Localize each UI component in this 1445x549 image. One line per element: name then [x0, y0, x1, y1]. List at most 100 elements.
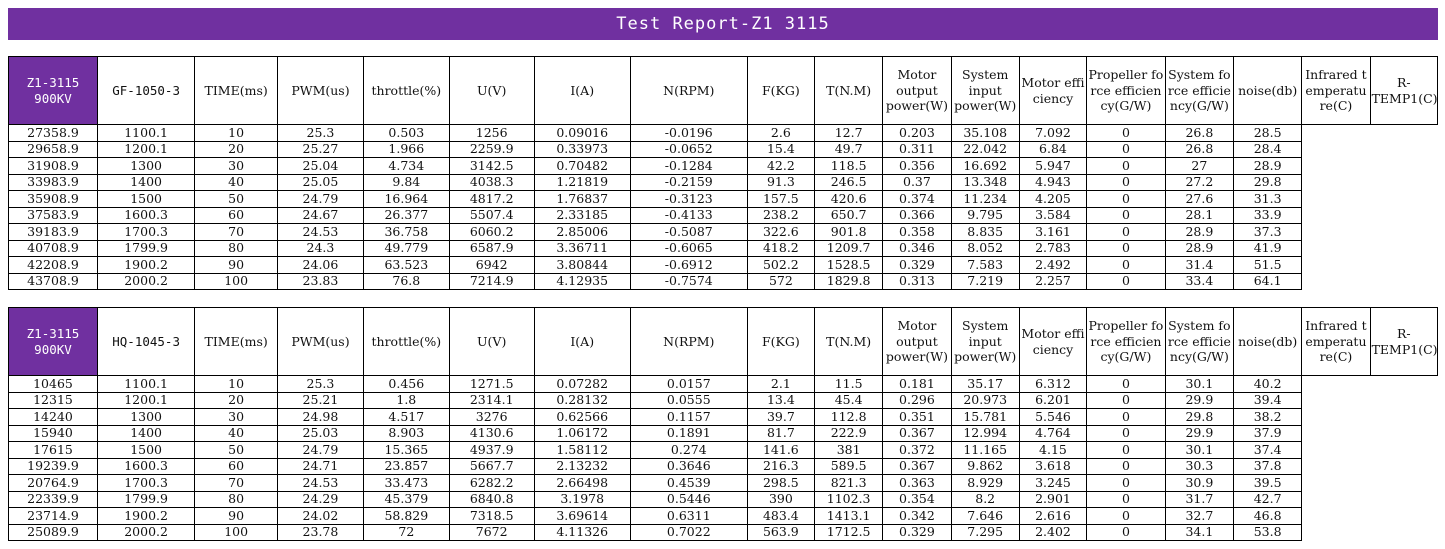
- table-cell: 0: [1086, 206, 1166, 224]
- table-cell: 0.62566: [533, 408, 631, 426]
- table-cell: 1500: [96, 190, 196, 208]
- table-cell: 90: [194, 507, 279, 525]
- table-cell: 118.5: [813, 157, 884, 175]
- table-cell: 4.205: [1018, 190, 1088, 208]
- table-cell: 2000.2: [96, 272, 196, 290]
- table-cell: 0.28132: [533, 391, 631, 409]
- table-cell: 24.06: [277, 256, 364, 274]
- table-cell: 0.372: [882, 441, 952, 459]
- table-cell: 14240: [8, 408, 98, 426]
- table-cell: 38.2: [1233, 408, 1303, 426]
- column-header: T(N.M): [813, 307, 884, 376]
- table-cell: 0.346: [882, 239, 952, 257]
- column-header: T(N.M): [813, 56, 884, 125]
- table-cell: 7214.9: [448, 272, 535, 290]
- table-cell: 31.4: [1164, 256, 1235, 274]
- table-cell: 53.8: [1233, 523, 1303, 541]
- table-row: 25089.9 2000.2 100 23.78 72 7672 4.11326 0.7022…: [8, 523, 1438, 541]
- table-cell: 24.29: [277, 490, 364, 508]
- table-cell: 24.98: [277, 408, 364, 426]
- table-cell: 39183.9: [8, 223, 98, 241]
- table-cell: 0.7022: [629, 523, 748, 541]
- table-cell: 7318.5: [448, 507, 535, 525]
- table-cell: 3.584: [1018, 206, 1088, 224]
- table-cell: 20.973: [950, 391, 1020, 409]
- table-cell: 238.2: [746, 206, 816, 224]
- table-cell: 1.06172: [533, 424, 631, 442]
- table-cell: 20764.9: [8, 474, 98, 492]
- table-cell: 0.33973: [533, 140, 631, 158]
- table-cell: 0: [1086, 239, 1166, 257]
- table-cell: 30.1: [1164, 441, 1235, 459]
- column-header: noise(db): [1233, 56, 1303, 125]
- table-cell: 0: [1086, 424, 1166, 442]
- column-header: Infrared temperature(C): [1301, 307, 1371, 376]
- table-cell: 3.80844: [533, 256, 631, 274]
- table-cell: 0.0157: [629, 375, 748, 393]
- table-cell: 15.781: [950, 408, 1020, 426]
- table-cell: 390: [746, 490, 816, 508]
- table-cell: 26.377: [362, 206, 450, 224]
- column-header: N(RPM): [629, 307, 748, 376]
- table-cell: 27358.9: [8, 124, 98, 142]
- table-cell: 0: [1086, 173, 1166, 191]
- table-cell: 25.3: [277, 124, 364, 142]
- column-header: Motor output power(W): [882, 307, 952, 376]
- table-cell: 27.2: [1164, 173, 1235, 191]
- table-cell: 2.6: [746, 124, 816, 142]
- table-cell: 7.219: [950, 272, 1020, 290]
- table-cell: 0.37: [882, 173, 952, 191]
- table-cell: 33983.9: [8, 173, 98, 191]
- table-cell: 0.367: [882, 457, 952, 475]
- table-cell: 11.5: [813, 375, 884, 393]
- table-cell: 0.329: [882, 256, 952, 274]
- table-cell: 0.366: [882, 206, 952, 224]
- table-cell: 6.84: [1018, 140, 1088, 158]
- table-cell: 76.8: [362, 272, 450, 290]
- table-cell: 12.994: [950, 424, 1020, 442]
- table-cell: 37.9: [1233, 424, 1303, 442]
- table-cell: 39.7: [746, 408, 816, 426]
- table-cell: 28.9: [1164, 223, 1235, 241]
- table-cell: 1200.1: [96, 391, 196, 409]
- table-cell: 43708.9: [8, 272, 98, 290]
- column-header: Propeller force efficiency(G/W): [1086, 307, 1166, 376]
- table-cell: 2314.1: [448, 391, 535, 409]
- table-cell: 2.783: [1018, 239, 1088, 257]
- table-cell: 45.379: [362, 490, 450, 508]
- table-cell: 9.862: [950, 457, 1020, 475]
- table-cell: 4.15: [1018, 441, 1088, 459]
- data-table: Z1-3115 900KV HQ-1045-3 TIME(ms) PWM(us) thr…: [8, 307, 1439, 541]
- table-cell: 9.795: [950, 206, 1020, 224]
- column-header: Propeller force efficiency(G/W): [1086, 56, 1166, 125]
- table-cell: 24.3: [277, 239, 364, 257]
- column-header: U(V): [448, 307, 535, 376]
- table-row: 37583.9 1600.3 60 24.67 26.377 5507.4 2.33185-…: [8, 206, 1438, 224]
- table-cell: 80: [194, 239, 279, 257]
- table-cell: 1500: [96, 441, 196, 459]
- table-cell: 1600.3: [96, 206, 196, 224]
- table-cell: 29.9: [1164, 391, 1235, 409]
- table-cell: 90: [194, 256, 279, 274]
- table-cell: 0: [1086, 441, 1166, 459]
- table-row: 10465 1100.1 10 25.3 0.456 1271.5 0.07282 0.015…: [8, 375, 1438, 393]
- table-cell: 0: [1086, 391, 1166, 409]
- table-cell: 60: [194, 457, 279, 475]
- column-header: PWM(us): [277, 307, 364, 376]
- table-cell: 40.2: [1233, 375, 1303, 393]
- table-cell: 19239.9: [8, 457, 98, 475]
- table-cell: 0.09016: [533, 124, 631, 142]
- table-cell: 1300: [96, 408, 196, 426]
- table-row: 22339.9 1799.9 80 24.29 45.379 6840.8 3.1978 0.…: [8, 490, 1438, 508]
- table-cell: 0.342: [882, 507, 952, 525]
- table-cell: 1799.9: [96, 239, 196, 257]
- table-cell: 12315: [8, 391, 98, 409]
- motor-model-cell: Z1-3115 900KV: [8, 56, 98, 125]
- table-cell: 1102.3: [813, 490, 884, 508]
- table-row: 23714.9 1900.2 90 24.02 58.829 7318.5 3.69614 0…: [8, 507, 1438, 525]
- table-cell: 24.67: [277, 206, 364, 224]
- table-cell: -0.7574: [629, 272, 748, 290]
- table-cell: 42.2: [746, 157, 816, 175]
- table-cell: 3.1978: [533, 490, 631, 508]
- table-cell: 0: [1086, 223, 1166, 241]
